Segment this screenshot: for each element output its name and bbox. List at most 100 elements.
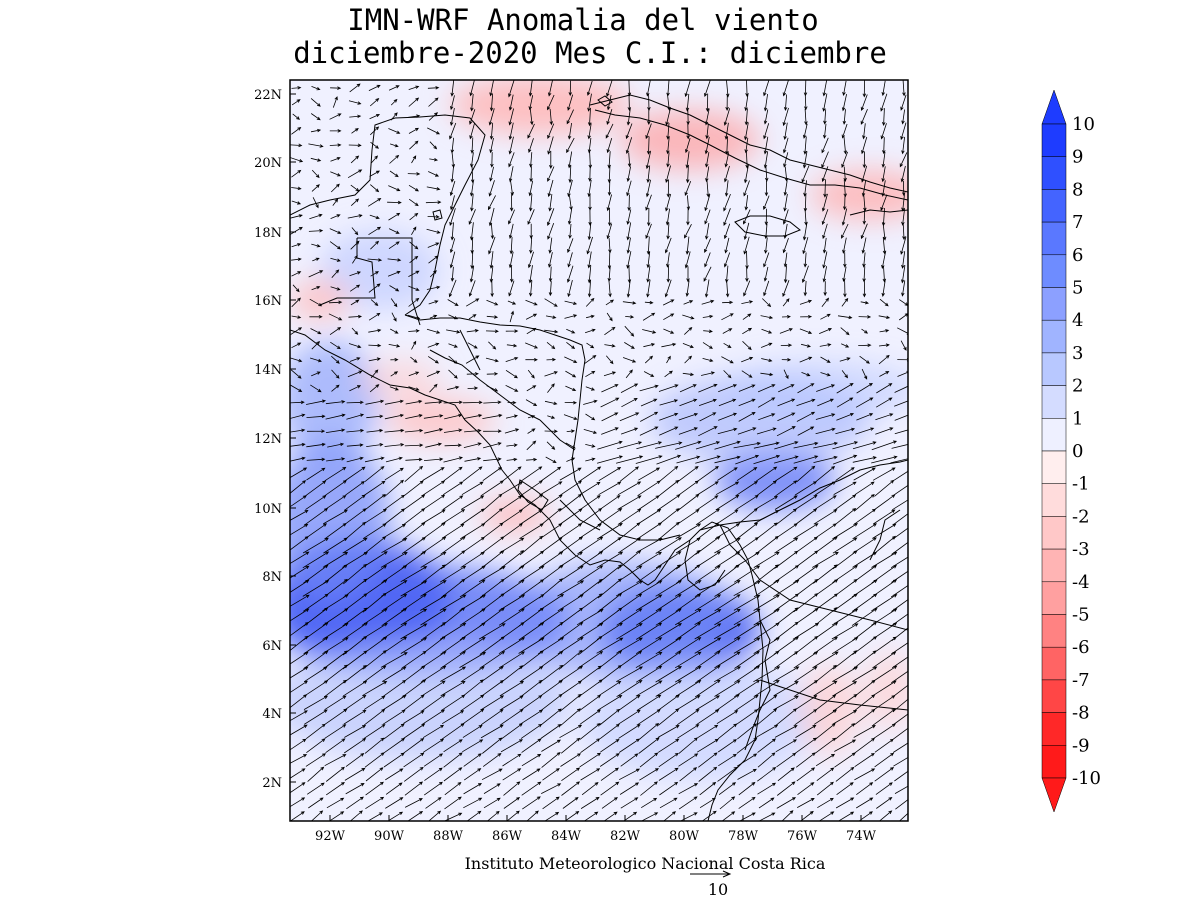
wind-vector-arrow (560, 737, 581, 754)
lon-axis: 92W 90W 88W 86W 84W 82W 80W 78W 76W 74W (315, 829, 877, 844)
wind-vector-arrow (821, 137, 829, 154)
wind-vector-arrow (450, 195, 455, 211)
wind-vector-arrow (480, 679, 504, 698)
wind-vector-arrow (466, 810, 482, 821)
wind-vector-arrow (322, 650, 348, 670)
wind-vector-arrow (391, 312, 397, 322)
wind-vector-arrow (519, 494, 544, 512)
wind-vector-arrow (408, 329, 420, 333)
wind-vector-arrow (677, 493, 700, 512)
wind-vector-arrow (638, 737, 660, 754)
wind-vector-arrow (898, 811, 908, 821)
wind-vector-arrow (717, 467, 738, 481)
wind-vector-arrow (463, 414, 483, 419)
wind-vector-arrow (529, 152, 533, 168)
wind-vector-arrow (753, 637, 780, 654)
wind-vector-arrow (717, 427, 738, 435)
wind-vector-arrow (902, 222, 906, 241)
wind-vector-arrow (882, 137, 886, 155)
wind-vector-arrow (483, 429, 502, 433)
wind-vector-arrow (427, 215, 440, 219)
wind-vector-arrow (469, 180, 474, 197)
wind-vector-arrow (426, 328, 441, 334)
wind-vector-arrow (292, 284, 300, 293)
wind-vector-arrow (701, 810, 717, 821)
wind-vector-arrow (366, 414, 384, 419)
wind-vector-arrow (626, 108, 631, 126)
wind-vector-arrow (605, 355, 614, 365)
colorbar-swatch (1041, 221, 1067, 256)
wind-vector-arrow (626, 279, 631, 298)
wind-vector-arrow (538, 664, 564, 684)
wind-vector-arrow (745, 250, 749, 270)
wind-vector-arrow (385, 768, 404, 781)
wind-vector-arrow (330, 214, 341, 219)
lon-label: 80W (669, 829, 700, 844)
wind-vector-arrow (566, 341, 576, 350)
wind-vector-arrow (685, 165, 690, 184)
wind-vector-arrow (597, 650, 623, 670)
wind-vector-arrow (618, 694, 641, 711)
wind-vector-arrow (529, 237, 533, 254)
wind-vector-arrow (902, 80, 906, 97)
wind-vector-arrow (525, 342, 539, 349)
wind-vector-arrow (782, 80, 789, 97)
wind-vector-arrow (330, 341, 341, 350)
wind-vector-arrow (640, 781, 658, 796)
wind-vector-arrow (323, 537, 348, 554)
wind-vector-arrow (343, 508, 367, 526)
wind-vector-arrow (679, 384, 697, 393)
wind-vector-arrow (443, 752, 463, 768)
wind-vector-arrow (753, 454, 781, 465)
colorbar-label: -8 (1072, 703, 1090, 724)
wind-vector-arrow (812, 636, 838, 655)
wind-vector-arrow (736, 737, 758, 754)
wind-vector-arrow (566, 328, 576, 334)
wind-vector-arrow (311, 371, 321, 377)
wind-vector-arrow (470, 194, 474, 212)
wind-vector-arrow (862, 80, 867, 98)
wind-vector-arrow (697, 495, 719, 510)
wind-vector-arrow (776, 781, 796, 796)
wind-vector-arrow (723, 193, 731, 212)
wind-vector-arrow (871, 594, 898, 612)
wind-vector-arrow (368, 328, 382, 333)
wind-vector-arrow (878, 343, 890, 347)
wind-vector-arrow (879, 329, 890, 333)
wind-vector-arrow (331, 384, 340, 392)
wind-vector-arrow (695, 665, 721, 684)
wind-vector-arrow (425, 200, 442, 204)
wind-vector-arrow (323, 664, 348, 684)
wind-vector-arrow (776, 752, 797, 768)
wind-vector-arrow (400, 566, 428, 583)
wind-vector-arrow (733, 637, 761, 654)
wind-vector-arrow (843, 136, 848, 155)
wind-vector-arrow (500, 523, 523, 540)
colorbar-swatch (1041, 123, 1067, 157)
wind-vector-arrow (563, 414, 578, 420)
wind-vector-arrow (347, 169, 363, 179)
wind-vector-arrow (303, 508, 329, 526)
wind-vector-arrow (389, 143, 399, 148)
wind-vector-arrow (794, 481, 817, 496)
wind-vector-arrow (860, 223, 868, 240)
wind-vector-arrow (342, 537, 368, 554)
wind-vector-arrow (541, 739, 561, 752)
wind-vector-arrow (410, 356, 418, 363)
wind-vector-arrow (714, 537, 741, 554)
wind-vector-arrow (780, 343, 793, 348)
wind-vector-arrow (657, 694, 680, 712)
wind-vector-arrow (901, 208, 905, 226)
wind-vector-arrow (607, 165, 612, 184)
wind-vector-arrow (291, 342, 302, 349)
wind-vector-arrow (408, 386, 420, 391)
wind-vector-arrow (489, 137, 494, 154)
wind-vector-arrow (450, 222, 455, 241)
wind-vector-arrow (832, 693, 858, 712)
wind-vector-arrow (568, 80, 572, 97)
wind-vector-arrow (598, 680, 622, 697)
colorbar-label: -5 (1072, 605, 1090, 626)
wind-vector-arrow (362, 523, 387, 540)
wind-vector-arrow (674, 666, 702, 683)
wind-vector-arrow (803, 280, 808, 297)
